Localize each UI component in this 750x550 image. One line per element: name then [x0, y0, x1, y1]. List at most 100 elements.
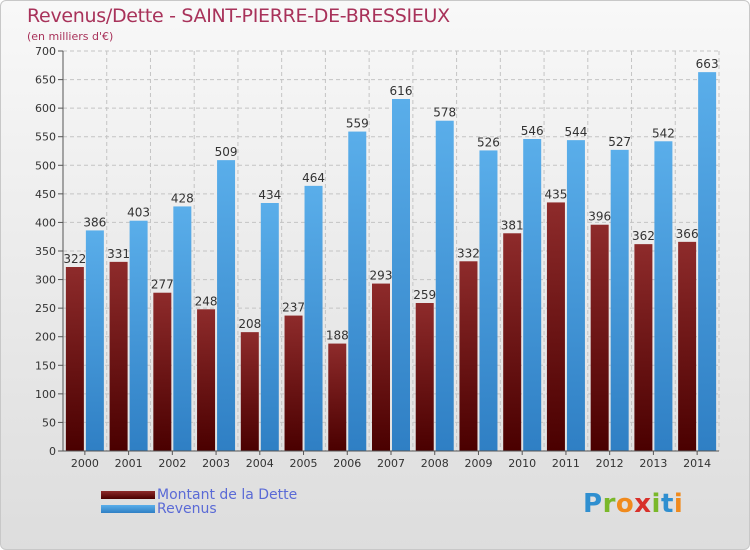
data-label: 428: [171, 191, 194, 205]
x-tick-label: 2011: [552, 457, 580, 470]
data-label: 527: [608, 135, 631, 149]
y-tick-label: 600: [35, 102, 56, 115]
bar-revenus: [260, 203, 279, 451]
data-label: 403: [127, 206, 150, 220]
y-tick-label: 50: [42, 416, 56, 429]
x-tick-label: 2002: [158, 457, 186, 470]
bar-dette: [503, 233, 522, 451]
bar-revenus: [479, 150, 498, 451]
bar-dette: [678, 241, 697, 451]
bar-dette: [590, 224, 609, 451]
bar-revenus: [523, 139, 542, 451]
data-label: 509: [215, 145, 238, 159]
bar-dette: [240, 332, 259, 451]
data-label: 322: [63, 252, 86, 266]
y-tick-label: 450: [35, 188, 56, 201]
data-label: 208: [238, 317, 261, 331]
bar-dette: [153, 292, 172, 451]
bar-revenus: [348, 131, 367, 452]
x-tick-label: 2012: [596, 457, 624, 470]
legend-label-revenus: Revenus: [157, 501, 217, 517]
bar-dette: [459, 261, 478, 451]
x-tick-label: 2003: [202, 457, 230, 470]
logo-letter: o: [615, 489, 635, 519]
x-tick-label: 2006: [333, 457, 361, 470]
x-tick-label: 2000: [71, 457, 99, 470]
bar-dette: [634, 244, 653, 451]
data-label: 362: [632, 229, 655, 243]
y-tick-label: 350: [35, 245, 56, 258]
x-tick-label: 2005: [290, 457, 318, 470]
data-label: 188: [326, 329, 349, 343]
bar-revenus: [698, 72, 717, 452]
legend-item-dette: Montant de la Dette: [101, 487, 297, 503]
bar-dette: [284, 315, 303, 451]
y-tick-label: 100: [35, 388, 56, 401]
data-label: 381: [501, 218, 524, 232]
data-label: 237: [282, 301, 305, 315]
bar-revenus: [85, 230, 104, 451]
data-label: 663: [696, 57, 719, 71]
bar-dette: [109, 261, 128, 451]
bar-dette: [197, 309, 216, 451]
data-label: 544: [564, 125, 587, 139]
logo-letter: P: [583, 489, 603, 519]
legend-swatch-revenus: [101, 505, 155, 513]
y-tick-label: 150: [35, 359, 56, 372]
data-labels: 322 386 331 403 277 428 248 509 208 434 237 464 188 5…: [63, 57, 718, 342]
x-tick-label: 2001: [115, 457, 143, 470]
logo-letter: x: [634, 489, 652, 519]
y-tick-label: 250: [35, 302, 56, 315]
data-label: 248: [195, 294, 218, 308]
grid-lines: [62, 50, 720, 452]
bar-revenus: [435, 120, 454, 451]
bars: [65, 72, 717, 452]
bar-revenus: [654, 141, 673, 452]
bar-dette: [65, 267, 84, 451]
legend-swatch-dette: [101, 491, 155, 499]
bar-revenus: [392, 99, 410, 451]
bar-revenus: [566, 140, 585, 451]
bar-dette: [328, 343, 347, 451]
data-label: 526: [477, 135, 500, 149]
chart-title: Revenus/Dette - SAINT-PIERRE-DE-BRESSIEU…: [27, 5, 450, 27]
data-label: 396: [588, 210, 611, 224]
bar-revenus: [304, 185, 323, 451]
bar-dette: [372, 283, 390, 451]
axes: 0 50 100 150 200 250 300 350 400 450 500 550 600 650 7…: [35, 45, 719, 470]
y-tick-label: 400: [35, 216, 56, 229]
x-tick-label: 2013: [639, 457, 667, 470]
data-label: 616: [390, 84, 413, 98]
y-tick-label: 500: [35, 159, 56, 172]
data-label: 434: [258, 188, 281, 202]
data-label: 332: [457, 246, 480, 260]
y-tick-label: 650: [35, 74, 56, 87]
data-label: 578: [433, 106, 456, 120]
data-label: 464: [302, 171, 325, 185]
y-tick-label: 200: [35, 331, 56, 344]
data-label: 259: [413, 288, 436, 302]
y-tick-label: 0: [49, 445, 56, 458]
x-tick-label: 2004: [246, 457, 274, 470]
data-label: 331: [107, 247, 130, 261]
bar-revenus: [217, 160, 236, 451]
logo-letter: i: [673, 489, 684, 519]
bar-revenus: [173, 206, 192, 451]
x-tick-label: 2010: [508, 457, 536, 470]
data-label: 542: [652, 126, 675, 140]
x-tick-label: 2014: [683, 457, 711, 470]
data-label: 386: [83, 215, 106, 229]
chart-subtitle: (en milliers d'€): [27, 30, 114, 43]
bar-dette: [415, 303, 434, 451]
y-tick-label: 700: [35, 45, 56, 58]
legend-label-dette: Montant de la Dette: [157, 487, 298, 503]
y-tick-label: 550: [35, 131, 56, 144]
bar-revenus: [129, 220, 148, 451]
data-label: 293: [370, 269, 393, 283]
proxiti-logo: Proxiti: [583, 489, 683, 519]
logo-letter: i: [651, 489, 661, 519]
data-label: 366: [676, 227, 699, 241]
x-tick-label: 2008: [421, 457, 449, 470]
data-label: 277: [151, 278, 174, 292]
